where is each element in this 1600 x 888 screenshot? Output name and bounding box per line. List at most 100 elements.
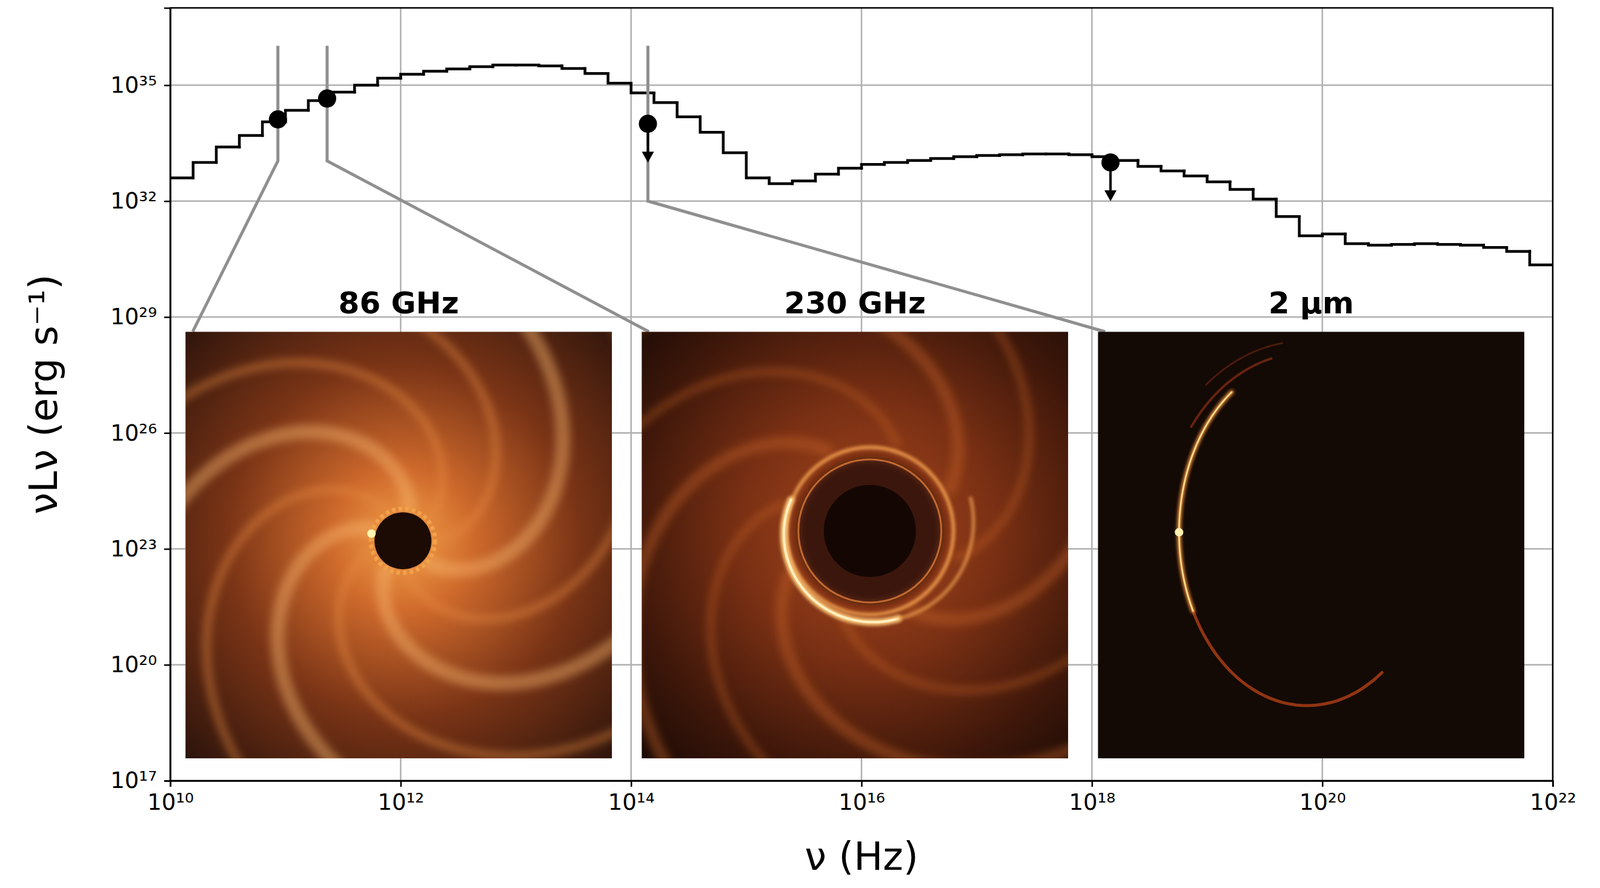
step-segment — [1299, 216, 1323, 236]
step-segment — [976, 155, 1000, 157]
step-segment — [585, 68, 609, 74]
x-tick: 10²⁰ — [1299, 780, 1347, 815]
step-segment — [999, 154, 1023, 156]
x-tick-label: 10¹² — [377, 788, 425, 815]
x-tick-label: 10²⁰ — [1299, 788, 1347, 815]
data-point — [268, 110, 288, 129]
step-segment — [1368, 243, 1392, 246]
image-feature — [360, 331, 563, 570]
x-tick-label: 10¹⁸ — [1068, 788, 1116, 815]
x-tick-mark — [1552, 780, 1554, 787]
step-segment — [953, 156, 977, 159]
points — [268, 89, 1120, 202]
y-tick-mark — [164, 84, 171, 87]
step-segment — [838, 168, 862, 175]
step-segment — [1022, 153, 1046, 155]
x-tick: 10¹⁶ — [838, 780, 886, 815]
y-axis-line — [164, 8, 171, 781]
hot-spot — [1174, 527, 1184, 537]
image-feature — [338, 553, 612, 756]
image-feature — [185, 362, 443, 527]
x-tick: 10¹² — [377, 780, 425, 815]
step-segment — [469, 66, 493, 70]
y-tick-label: 10¹⁷ — [110, 766, 157, 794]
y-tick-label: 10³² — [110, 187, 157, 214]
image-feature — [206, 489, 385, 758]
step-segment — [1160, 165, 1184, 171]
shadow — [374, 511, 432, 569]
leader-line — [647, 45, 1106, 332]
hot-spot — [367, 528, 376, 538]
y-tick-mark — [164, 432, 171, 435]
chart: 86 GHz230 GHz2 μm10¹⁰10¹²10¹⁴10¹⁶10¹⁸10²… — [0, 0, 1600, 888]
step-segment — [516, 63, 540, 67]
plot-frame — [170, 7, 1553, 781]
y-tick: 10³⁵ — [110, 72, 171, 99]
image-ground — [1097, 331, 1525, 758]
data-point — [1101, 153, 1120, 172]
inset-title: 86 GHz — [338, 285, 460, 321]
data-point — [638, 114, 657, 133]
step-segment — [1068, 153, 1092, 155]
y-tick: 10²³ — [110, 535, 171, 562]
image-feature — [1206, 342, 1283, 385]
step-segment — [1391, 244, 1415, 245]
x-tick-mark — [1091, 780, 1094, 787]
y-grid-line — [170, 200, 1553, 203]
step-segment — [1344, 233, 1368, 244]
step-segment — [562, 66, 586, 69]
step-segment — [446, 69, 470, 72]
y-tick: 10²⁶ — [110, 419, 171, 446]
step-segment — [1506, 247, 1530, 251]
image-feature — [641, 442, 828, 758]
inset-image — [1097, 331, 1525, 758]
image-feature — [783, 499, 899, 622]
shadow — [823, 484, 917, 577]
data-point — [318, 89, 337, 108]
step-segment — [884, 162, 908, 165]
inset-image — [76, 216, 715, 861]
y-tick-mark — [164, 316, 171, 319]
x-tick: 10¹⁸ — [1068, 780, 1116, 815]
step-segment — [1276, 199, 1300, 217]
step-segment — [861, 164, 885, 168]
y-tick-label: 10²⁰ — [110, 651, 157, 678]
x-tick-label: 10¹⁶ — [838, 788, 886, 815]
x-tick-mark — [400, 780, 403, 787]
step-segment — [170, 176, 194, 180]
ring — [786, 447, 954, 615]
y-tick-label: 10²³ — [110, 535, 157, 562]
image-feature — [1192, 610, 1382, 706]
step-segment — [930, 158, 954, 161]
image-feature — [898, 497, 974, 619]
image-feature — [641, 331, 958, 489]
step-segment — [631, 82, 655, 93]
step-segment — [1137, 160, 1161, 167]
y-tick-mark — [164, 548, 171, 551]
step-segment — [492, 64, 516, 67]
y-tick: 10¹⁷ — [110, 766, 171, 794]
leader-line — [327, 45, 649, 332]
marks — [170, 45, 1553, 332]
y-tick-label: 10³⁵ — [110, 72, 157, 99]
step-segment — [1183, 170, 1207, 176]
y-tick-mark — [164, 779, 171, 782]
inset-title: 230 GHz — [783, 285, 926, 321]
x-tick-mark — [860, 780, 863, 787]
step-segment — [1437, 243, 1461, 245]
step-segment — [1322, 233, 1346, 236]
step-segment — [1460, 244, 1484, 245]
step-segment — [216, 147, 240, 163]
step-segment — [677, 102, 701, 117]
inner-glow — [797, 458, 943, 604]
step-segment — [907, 160, 931, 163]
x-tick-mark — [1321, 780, 1324, 787]
y-tick-mark — [164, 200, 171, 203]
y-tick-label: 10²⁶ — [110, 419, 157, 446]
y-axis-title: νLν (erg s⁻¹) — [21, 274, 67, 515]
step-segment — [1207, 175, 1231, 182]
step-segment — [700, 116, 724, 133]
step-segment — [1529, 251, 1553, 265]
step-segment — [1229, 181, 1253, 190]
step-segment — [746, 152, 770, 178]
